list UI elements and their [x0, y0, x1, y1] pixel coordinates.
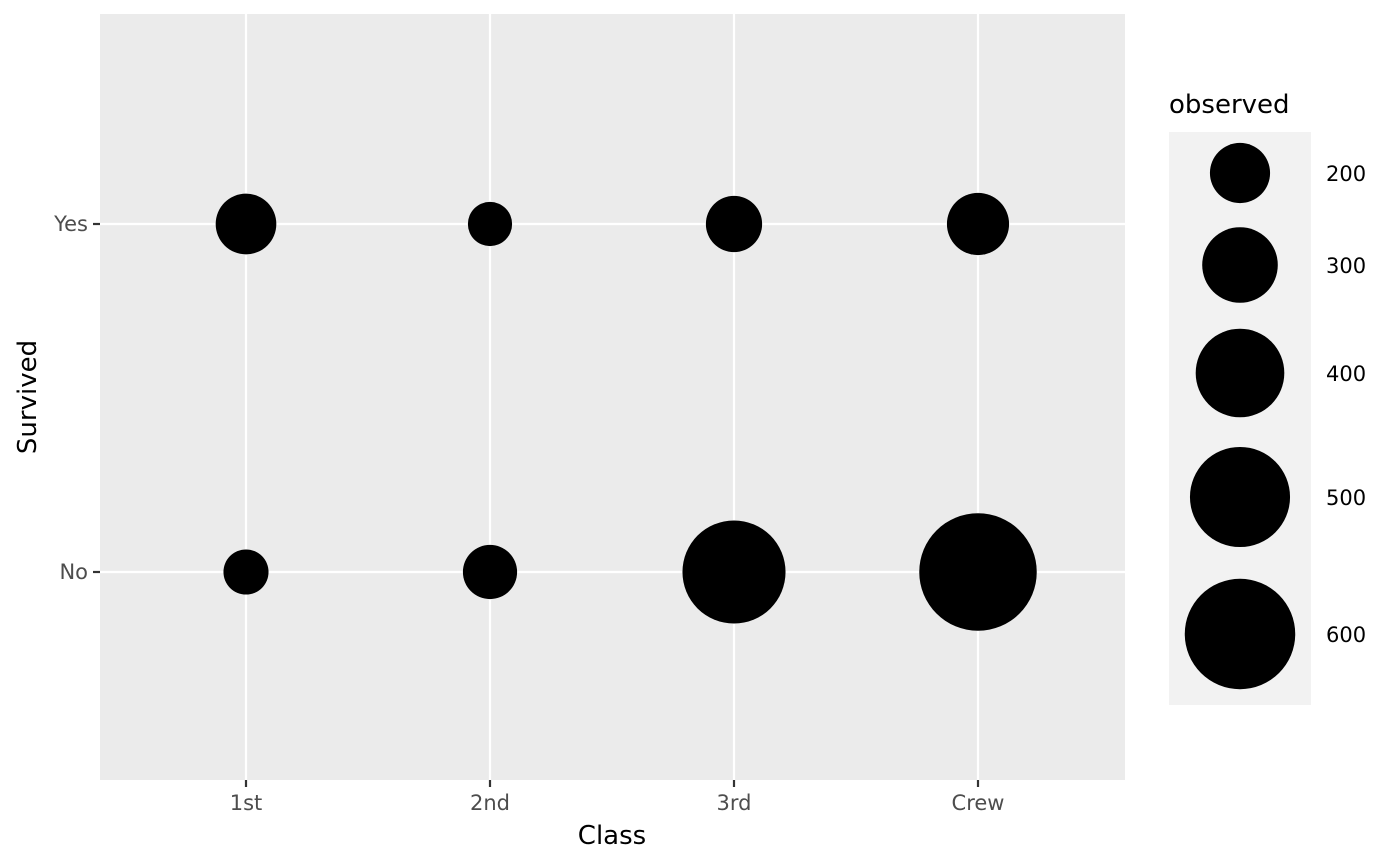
x-axis-title: Class: [578, 821, 646, 851]
x-tick-label-crew: Crew: [952, 791, 1005, 815]
y-axis: No Yes: [53, 212, 100, 584]
plot-panel: [100, 14, 1125, 780]
y-tick-label-yes: Yes: [53, 212, 88, 236]
point-2nd-yes: [467, 201, 513, 247]
legend-key-600: [1184, 578, 1296, 690]
legend-key-200: [1209, 142, 1271, 204]
point-1st-yes: [215, 193, 277, 255]
point-crew-no: [919, 513, 1037, 631]
point-3rd-yes: [705, 195, 763, 253]
x-tick-label-2nd: 2nd: [470, 791, 510, 815]
point-3rd-no: [682, 520, 786, 624]
point-2nd-no: [462, 544, 518, 600]
x-tick-label-3rd: 3rd: [717, 791, 752, 815]
x-axis: 1st 2nd 3rd Crew: [230, 780, 1005, 815]
legend-label-500: 500: [1326, 486, 1366, 510]
point-crew-yes: [946, 192, 1010, 256]
size-legend: observed 200 300 400 500 600: [1169, 90, 1366, 705]
y-tick-label-no: No: [59, 560, 88, 584]
legend-label-600: 600: [1326, 623, 1366, 647]
legend-label-200: 200: [1326, 162, 1366, 186]
y-axis-title: Survived: [13, 340, 43, 454]
legend-key-400: [1195, 328, 1285, 418]
legend-title: observed: [1169, 90, 1290, 120]
legend-key-300: [1202, 227, 1278, 303]
legend-label-400: 400: [1326, 362, 1366, 386]
data-points: [215, 192, 1037, 631]
legend-key-500: [1189, 446, 1291, 548]
point-1st-no: [223, 549, 269, 595]
x-tick-label-1st: 1st: [230, 791, 263, 815]
legend-label-300: 300: [1326, 254, 1366, 278]
